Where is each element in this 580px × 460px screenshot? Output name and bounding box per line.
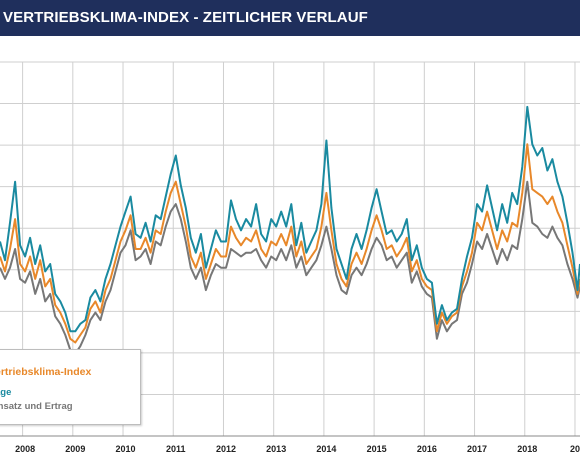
x-tick-label: 2010 [116, 444, 136, 454]
legend-item-umsatz: msatz und Ertrag [0, 401, 73, 412]
x-tick-label: 2008 [15, 444, 35, 454]
legend-item-lage: age [0, 387, 11, 398]
line-chart: 2008 2009 2010 2011 2012 2013 2014 2015 2016 2017… [0, 61, 580, 454]
x-tick-label: 2018 [517, 444, 537, 454]
series-line-2 [0, 180, 580, 355]
x-tick-label: 2014 [316, 444, 336, 454]
x-tick-label: 2009 [65, 444, 85, 454]
legend-label-lage: age [0, 387, 12, 398]
x-tick-label: 2016 [417, 444, 437, 454]
x-tick-label: 2013 [266, 444, 286, 454]
series-line-1 [0, 105, 580, 333]
legend-item-index: ertriebsklima-Index [0, 366, 91, 378]
chart-title: VERTRIEBSKLIMA-INDEX - ZEITLICHER VERLAU… [3, 9, 368, 26]
x-tick-label: 2012 [216, 444, 236, 454]
x-tick-label: 2011 [166, 444, 186, 454]
title-bar: VERTRIEBSKLIMA-INDEX - ZEITLICHER VERLAU… [0, 0, 580, 36]
x-tick-label: 2017 [467, 444, 487, 454]
x-axis-ticks: 2008 2009 2010 2011 2012 2013 2014 2015 2016 2017… [15, 444, 580, 454]
chart-legend: ertriebsklima-Index age msatz und Ertrag [0, 349, 141, 425]
legend-label-umsatz: msatz und Ertrag [0, 401, 73, 412]
chart-series [0, 105, 580, 355]
legend-label-index: ertriebsklima-Index [0, 366, 92, 378]
series-line-0 [0, 143, 580, 344]
x-tick-label: 2015 [367, 444, 387, 454]
x-tick-label: 201 [570, 444, 580, 454]
